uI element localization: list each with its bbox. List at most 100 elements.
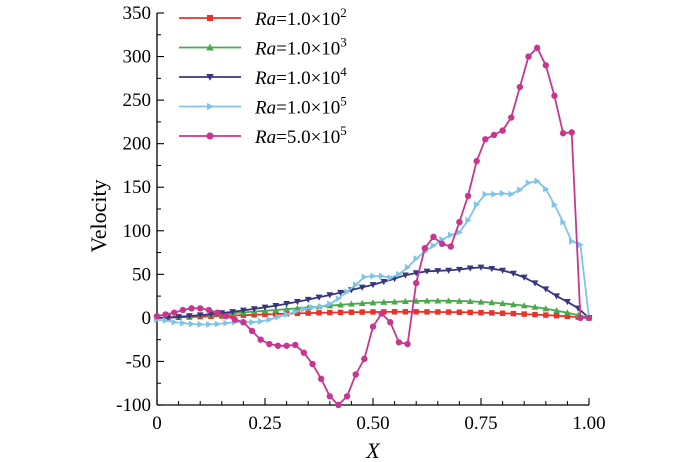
data-point xyxy=(266,340,273,348)
data-point xyxy=(490,131,498,139)
legend-label: Ra=1.0×102 xyxy=(254,5,347,30)
legend-entry: Ra=1.0×104 xyxy=(179,64,347,89)
y-tick-label: 0 xyxy=(142,308,152,329)
data-point xyxy=(510,270,517,277)
data-point xyxy=(272,306,280,313)
y-tick-label: 250 xyxy=(123,90,152,111)
data-point xyxy=(309,304,316,311)
x-tick-label: 0.50 xyxy=(356,413,389,434)
data-point xyxy=(315,294,323,301)
data-point xyxy=(337,301,344,308)
data-point xyxy=(465,216,472,224)
data-point xyxy=(482,136,489,143)
data-point xyxy=(551,92,558,99)
data-point xyxy=(283,311,290,318)
x-tick-label: 0.25 xyxy=(248,413,281,434)
data-point xyxy=(317,375,325,383)
y-tick-label: 300 xyxy=(123,47,152,68)
data-point xyxy=(283,342,290,349)
data-point xyxy=(206,14,214,22)
data-point xyxy=(534,177,541,185)
series-line xyxy=(156,46,589,406)
data-point xyxy=(240,307,247,314)
data-point xyxy=(404,263,411,271)
data-point xyxy=(489,310,495,316)
data-point xyxy=(445,297,452,304)
data-point xyxy=(466,297,474,305)
legend-entry: Ra=5.0×105 xyxy=(179,123,347,148)
data-point xyxy=(300,349,308,356)
y-tick-label: 350 xyxy=(123,3,152,24)
data-point xyxy=(188,320,195,328)
data-point xyxy=(510,301,517,308)
data-point xyxy=(564,299,571,306)
data-point xyxy=(348,309,355,315)
data-point xyxy=(499,300,506,307)
data-point xyxy=(404,340,411,348)
data-point xyxy=(533,44,541,52)
data-point xyxy=(543,312,549,318)
data-point xyxy=(395,339,403,346)
data-point xyxy=(196,312,204,319)
data-point xyxy=(531,303,539,310)
data-point xyxy=(413,309,419,315)
legend-entry: Ra=1.0×103 xyxy=(179,35,347,60)
data-point xyxy=(186,313,193,320)
data-point xyxy=(478,309,484,316)
data-point xyxy=(508,114,515,121)
data-point xyxy=(292,308,299,316)
data-point xyxy=(380,298,388,305)
data-point xyxy=(171,309,178,316)
legend-label: Ra=1.0×104 xyxy=(254,64,347,89)
data-point xyxy=(477,264,485,271)
data-point xyxy=(153,312,161,320)
data-point xyxy=(516,83,524,91)
data-point xyxy=(456,309,463,315)
data-point xyxy=(421,245,429,252)
data-point xyxy=(318,303,325,310)
data-point xyxy=(447,243,454,250)
data-point xyxy=(387,274,394,282)
data-point xyxy=(337,289,344,297)
data-point xyxy=(358,299,366,306)
tick-labels: -100 -50 0 50 100 150 200 250 300 350 0 0.25 0.50 0.7… xyxy=(116,3,605,434)
data-point xyxy=(262,311,268,318)
data-point xyxy=(305,310,311,316)
data-point xyxy=(344,288,351,296)
data-point xyxy=(206,43,214,51)
data-point xyxy=(353,281,360,289)
data-point xyxy=(531,280,539,287)
data-point xyxy=(358,284,366,291)
data-point xyxy=(434,297,442,304)
data-point xyxy=(402,272,409,279)
data-point xyxy=(445,267,452,274)
data-point xyxy=(257,317,265,325)
data-point xyxy=(326,292,334,299)
y-tick-label: -100 xyxy=(116,395,151,416)
data-point xyxy=(231,316,238,323)
data-point xyxy=(162,317,170,324)
data-point xyxy=(294,299,301,306)
data-point xyxy=(206,73,214,81)
data-point xyxy=(370,272,377,280)
data-point xyxy=(553,293,560,300)
y-tick-label: 150 xyxy=(123,177,152,198)
data-point xyxy=(542,62,549,69)
data-point xyxy=(175,314,182,321)
legend-label: Ra=5.0×105 xyxy=(254,123,347,148)
data-point xyxy=(274,342,282,349)
data-point xyxy=(520,302,528,309)
data-point xyxy=(337,309,344,316)
data-point xyxy=(464,192,472,200)
data-point xyxy=(553,312,560,319)
data-point xyxy=(197,305,204,312)
data-point xyxy=(445,309,452,315)
data-point xyxy=(391,298,398,305)
data-point xyxy=(488,299,496,306)
series-2 xyxy=(153,297,593,321)
data-point xyxy=(521,311,527,317)
data-point xyxy=(473,157,480,165)
data-point xyxy=(361,273,368,281)
data-point xyxy=(343,393,351,400)
